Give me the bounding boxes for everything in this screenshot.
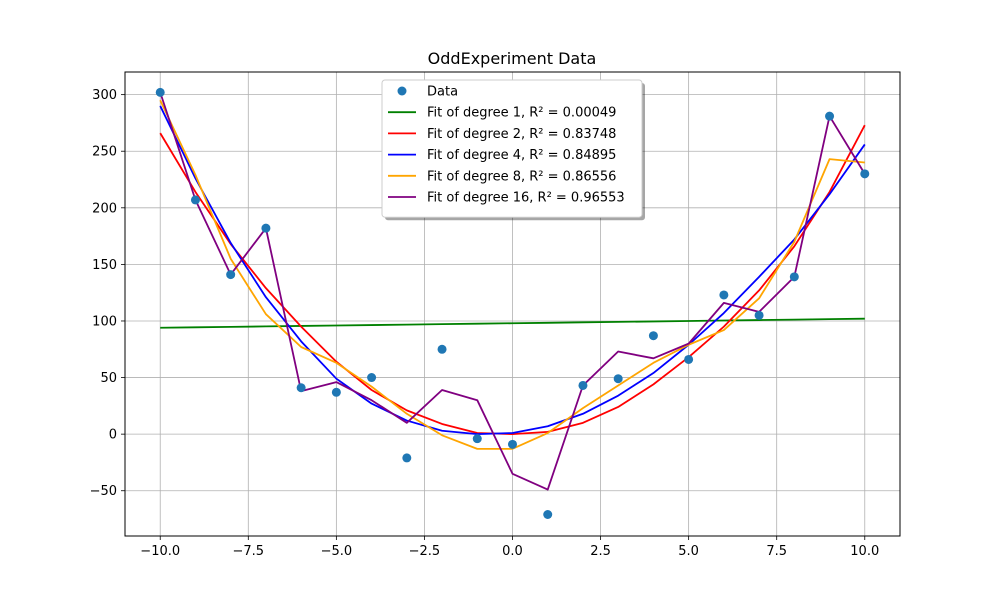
data-point — [719, 290, 729, 300]
y-tick-label: 250 — [92, 145, 117, 160]
legend-marker-data — [397, 86, 407, 96]
y-tick-label: 0 — [109, 428, 117, 443]
x-tick-label: −7.5 — [233, 544, 265, 559]
y-axis-ticks: −50 0 50 100 150 200 250 300 — [90, 88, 125, 499]
data-point — [860, 169, 870, 179]
data-point — [226, 270, 236, 280]
y-tick-label: 200 — [92, 201, 117, 216]
legend-label: Fit of degree 4, R² = 0.84895 — [427, 148, 616, 163]
legend-label: Data — [427, 85, 458, 100]
data-point — [825, 111, 835, 121]
fit-line — [159, 105, 866, 436]
data-point — [472, 434, 482, 444]
chart-title: OddExperiment Data — [428, 49, 597, 68]
data-point — [331, 387, 341, 397]
y-tick-label: 300 — [92, 88, 117, 103]
y-tick-label: 150 — [92, 258, 117, 273]
x-tick-label: 2.5 — [590, 544, 611, 559]
data-point — [296, 383, 306, 393]
x-tick-label: 5.0 — [678, 544, 699, 559]
data-point — [754, 310, 764, 320]
data-points — [155, 87, 870, 519]
data-point — [684, 354, 694, 364]
x-tick-label: −10.0 — [140, 544, 180, 559]
data-point — [190, 195, 200, 205]
legend-label: Fit of degree 2, R² = 0.83748 — [427, 127, 616, 142]
data-point — [155, 87, 165, 97]
data-point — [437, 344, 447, 354]
data-point — [789, 272, 799, 282]
data-point — [367, 373, 377, 383]
fit-lines — [159, 92, 866, 491]
legend-label: Fit of degree 1, R² = 0.00049 — [427, 106, 616, 121]
x-tick-label: −2.5 — [409, 544, 441, 559]
fit-line — [159, 124, 866, 436]
x-tick-label: −5.0 — [321, 544, 353, 559]
x-axis-ticks: −10.0 −7.5 −5.0 −2.5 0.0 2.5 5.0 7.5 10.0 — [140, 536, 879, 559]
data-point — [543, 509, 553, 519]
data-point — [508, 439, 517, 449]
data-point — [648, 331, 658, 341]
fit-line — [159, 92, 866, 491]
legend-box — [381, 79, 643, 218]
y-tick-label: 50 — [100, 371, 117, 386]
legend-label: Fit of degree 8, R² = 0.86556 — [427, 169, 616, 184]
y-tick-label: 100 — [92, 314, 117, 329]
x-tick-label: 10.0 — [850, 544, 879, 559]
data-point — [402, 453, 412, 463]
y-tick-label: −50 — [90, 484, 117, 499]
x-tick-label: 0.0 — [502, 544, 523, 559]
x-tick-label: 7.5 — [766, 544, 787, 559]
legend-label: Fit of degree 16, R² = 0.96553 — [427, 191, 625, 206]
data-point — [578, 380, 588, 390]
legend: Data Fit of degree 1, R² = 0.00049 Fit of … — [381, 79, 645, 221]
data-point — [261, 223, 271, 233]
data-point — [613, 374, 623, 384]
